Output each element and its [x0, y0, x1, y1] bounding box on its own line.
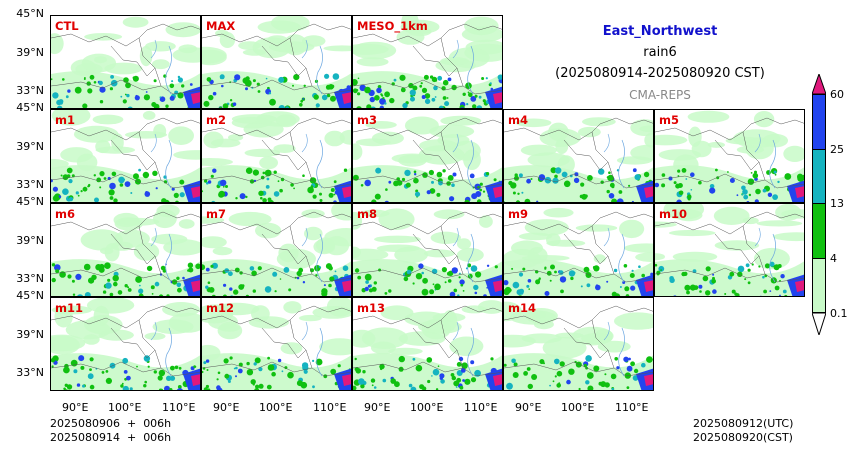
y-tick-33n: 33°N: [16, 272, 44, 285]
valid-time-cst: 2025080920(CST): [693, 431, 793, 444]
panel-label: m11: [55, 301, 83, 315]
x-tick: 90°E: [62, 401, 89, 414]
panel-label: m9: [508, 207, 528, 221]
panel-label: m4: [508, 113, 528, 127]
precip-map: [202, 298, 351, 390]
panel-label: m5: [659, 113, 679, 127]
map-panel-m11: m11: [50, 297, 201, 391]
colorbar-top-arrow: [812, 74, 826, 94]
x-tick: 90°E: [515, 401, 542, 414]
y-tick-45n: 45°N: [16, 7, 44, 20]
map-panel-m8: m8: [352, 203, 503, 297]
colorbar-label-60: 60: [830, 88, 844, 101]
map-panel-max: MAX: [201, 15, 352, 109]
region-title: East_Northwest: [602, 24, 718, 39]
map-panel-m13: m13: [352, 297, 503, 391]
panel-label: m6: [55, 207, 75, 221]
y-tick-33n: 33°N: [16, 178, 44, 191]
map-panel-m5: m5: [654, 109, 805, 203]
panel-label: m2: [206, 113, 226, 127]
precip-map: [504, 207, 653, 296]
precip-map: [353, 208, 502, 296]
precip-map: [504, 117, 653, 202]
x-tick: 110°E: [615, 401, 649, 414]
x-tick: 100°E: [259, 401, 293, 414]
map-panel-m7: m7: [201, 203, 352, 297]
panel-label: MAX: [206, 19, 236, 33]
colorbar-label-0.1: 0.1: [830, 307, 848, 320]
init-time-utc: 2025080906 + 006h: [50, 417, 172, 430]
colorbar-seg-13-25: [812, 149, 826, 203]
map-panel-m2: m2: [201, 109, 352, 203]
precip-map: [202, 204, 351, 296]
colorbar-seg-4-13: [812, 203, 826, 258]
panel-label: MESO_1km: [357, 19, 428, 33]
y-tick-45n: 45°N: [16, 101, 44, 114]
y-tick-33n: 33°N: [16, 84, 44, 97]
panel-label: m10: [659, 207, 687, 221]
y-tick-39n: 39°N: [16, 234, 44, 247]
panel-label: m13: [357, 301, 385, 315]
map-panel-meso_1km: MESO_1km: [352, 15, 503, 109]
map-panel-m4: m4: [503, 109, 654, 203]
precip-map: [202, 111, 351, 202]
colorbar-seg-0.1-4: [812, 258, 826, 313]
panel-label: CTL: [55, 19, 79, 33]
colorbar-seg-25-60: [812, 94, 826, 149]
precip-map: [51, 110, 200, 202]
x-tick: 100°E: [561, 401, 595, 414]
panel-label: m1: [55, 113, 75, 127]
colorbar-label-4: 4: [830, 252, 837, 265]
precip-map: [353, 115, 502, 202]
map-panel-m14: m14: [503, 297, 654, 391]
y-tick-45n: 45°N: [16, 289, 44, 302]
precip-map: [353, 300, 502, 390]
panel-label: m3: [357, 113, 377, 127]
colorbar-label-25: 25: [830, 143, 844, 156]
variable-title: rain6: [643, 45, 677, 60]
init-time-cst: 2025080914 + 006h: [50, 431, 172, 444]
map-panel-m6: m6: [50, 203, 201, 297]
x-tick: 110°E: [313, 401, 347, 414]
precip-map: [51, 298, 200, 390]
panel-label: m8: [357, 207, 377, 221]
x-tick: 100°E: [410, 401, 444, 414]
precip-map: [353, 16, 502, 108]
panel-label: m7: [206, 207, 226, 221]
system-title: CMA-REPS: [629, 88, 691, 102]
map-panel-m12: m12: [201, 297, 352, 391]
y-tick-33n: 33°N: [16, 366, 44, 379]
y-tick-45n: 45°N: [16, 195, 44, 208]
precip-map: [202, 16, 351, 108]
map-panel-m3: m3: [352, 109, 503, 203]
x-tick: 90°E: [213, 401, 240, 414]
x-tick: 110°E: [464, 401, 498, 414]
precip-map: [655, 204, 804, 296]
precip-map: [504, 301, 653, 390]
precip-map: [51, 16, 200, 108]
precip-map: [655, 110, 804, 202]
precip-map: [51, 204, 200, 296]
colorbar-label-13: 13: [830, 197, 844, 210]
colorbar-bottom-arrow: [812, 313, 826, 335]
y-tick-39n: 39°N: [16, 140, 44, 153]
y-tick-39n: 39°N: [16, 46, 44, 59]
y-tick-39n: 39°N: [16, 328, 44, 341]
panel-label: m14: [508, 301, 536, 315]
map-panel-ctl: CTL: [50, 15, 201, 109]
valid-time-utc: 2025080912(UTC): [693, 417, 794, 430]
x-tick: 100°E: [108, 401, 142, 414]
x-tick: 90°E: [364, 401, 391, 414]
x-tick: 110°E: [162, 401, 196, 414]
map-panel-m9: m9: [503, 203, 654, 297]
period-title: (2025080914-2025080920 CST): [555, 66, 765, 81]
map-panel-m1: m1: [50, 109, 201, 203]
map-panel-m10: m10: [654, 203, 805, 297]
panel-label: m12: [206, 301, 234, 315]
